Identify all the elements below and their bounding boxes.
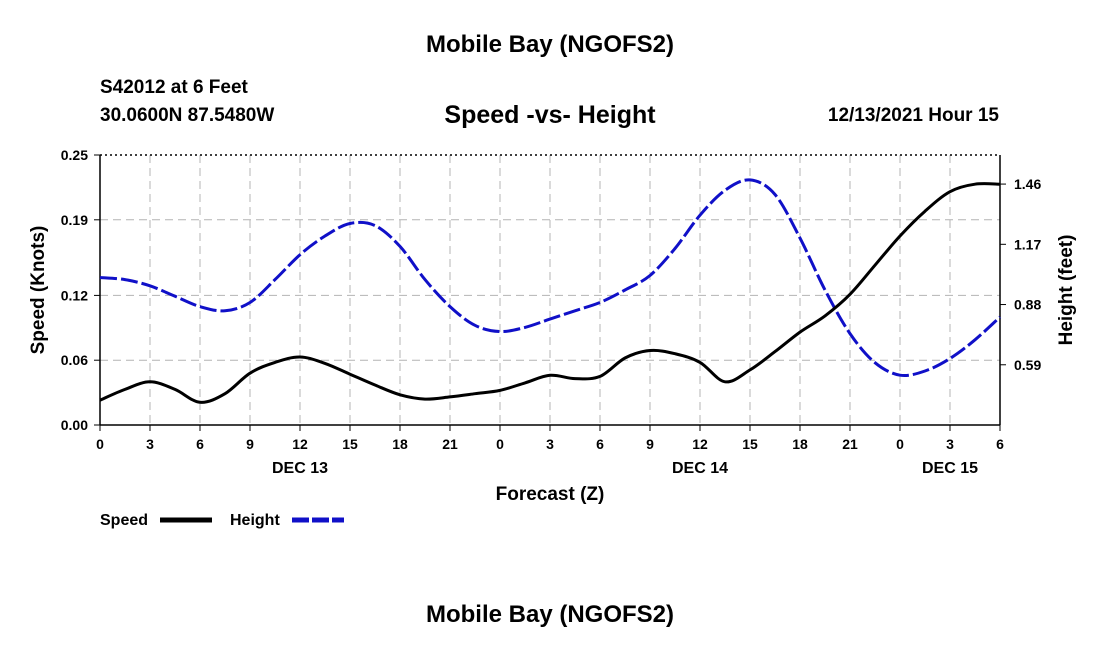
series-line-speed — [99, 182, 1001, 404]
y-axis-right-label: Height (feet) — [1056, 235, 1077, 346]
grid — [100, 155, 1000, 425]
y-axis-left: 0.00 0.06 0.12 0.19 0.25 — [61, 147, 100, 433]
x-tick-label: 15 — [342, 436, 358, 452]
x-tick-label: 15 — [742, 436, 758, 452]
y-left-tick-label: 0.25 — [61, 147, 88, 163]
station-label: S42012 at 6 Feet — [100, 77, 248, 98]
x-tick-label: 0 — [896, 436, 904, 452]
x-axis-label: Forecast (Z) — [496, 484, 605, 505]
footer-title: Mobile Bay (NGOFS2) — [425, 601, 675, 628]
series-layer — [99, 178, 1002, 404]
x-tick-label: 21 — [842, 436, 858, 452]
legend-label-height: Height — [230, 512, 280, 529]
x-tick-label: 6 — [996, 436, 1004, 452]
x-tick-label: 0 — [496, 436, 504, 452]
y-right-tick-label: 0.88 — [1014, 297, 1041, 313]
y-left-tick-label: 0.12 — [61, 287, 88, 303]
x-tick-label: 0 — [96, 436, 104, 452]
x-tick-label: 3 — [946, 436, 954, 452]
y-right-tick-label: 1.46 — [1014, 176, 1041, 192]
x-tick-label: 9 — [646, 436, 654, 452]
x-tick-label: 12 — [292, 436, 308, 452]
y-right-tick-label: 0.59 — [1014, 357, 1041, 373]
x-tick-label: 3 — [146, 436, 154, 452]
y-right-tick-label: 1.17 — [1014, 236, 1041, 252]
series-line-height — [99, 178, 1002, 378]
forecast-run-time: 12/13/2021 Hour 15 — [827, 105, 999, 126]
legend-label-speed: Speed — [100, 512, 148, 529]
chart-subtitle: Speed -vs- Height — [444, 101, 656, 129]
legend: Speed Height — [100, 512, 344, 529]
y-left-tick-label: 0.19 — [61, 212, 88, 228]
y-axis-right: 0.59 0.88 1.17 1.46 — [1000, 176, 1041, 373]
x-date-label: DEC 15 — [922, 460, 978, 477]
y-axis-left-label: Speed (Knots) — [28, 226, 49, 355]
x-tick-label: 21 — [442, 436, 458, 452]
y-left-tick-label: 0.00 — [61, 417, 88, 433]
x-tick-label: 9 — [246, 436, 254, 452]
x-tick-label: 3 — [546, 436, 554, 452]
chart-title: Mobile Bay (NGOFS2) — [425, 31, 675, 58]
x-tick-label: 18 — [392, 436, 408, 452]
y-left-tick-label: 0.06 — [61, 352, 88, 368]
x-date-label: DEC 13 — [272, 460, 328, 477]
x-tick-label: 6 — [196, 436, 204, 452]
x-tick-label: 18 — [792, 436, 808, 452]
x-tick-label: 12 — [692, 436, 708, 452]
station-coordinates: 30.0600N 87.5480W — [100, 105, 275, 126]
x-date-label: DEC 14 — [672, 460, 728, 477]
x-tick-label: 6 — [596, 436, 604, 452]
x-axis: 0 3 6 9 12 15 18 21 0 3 6 9 12 15 18 21 0 3 6 DEC 13 DEC 14 D… — [96, 425, 1004, 477]
